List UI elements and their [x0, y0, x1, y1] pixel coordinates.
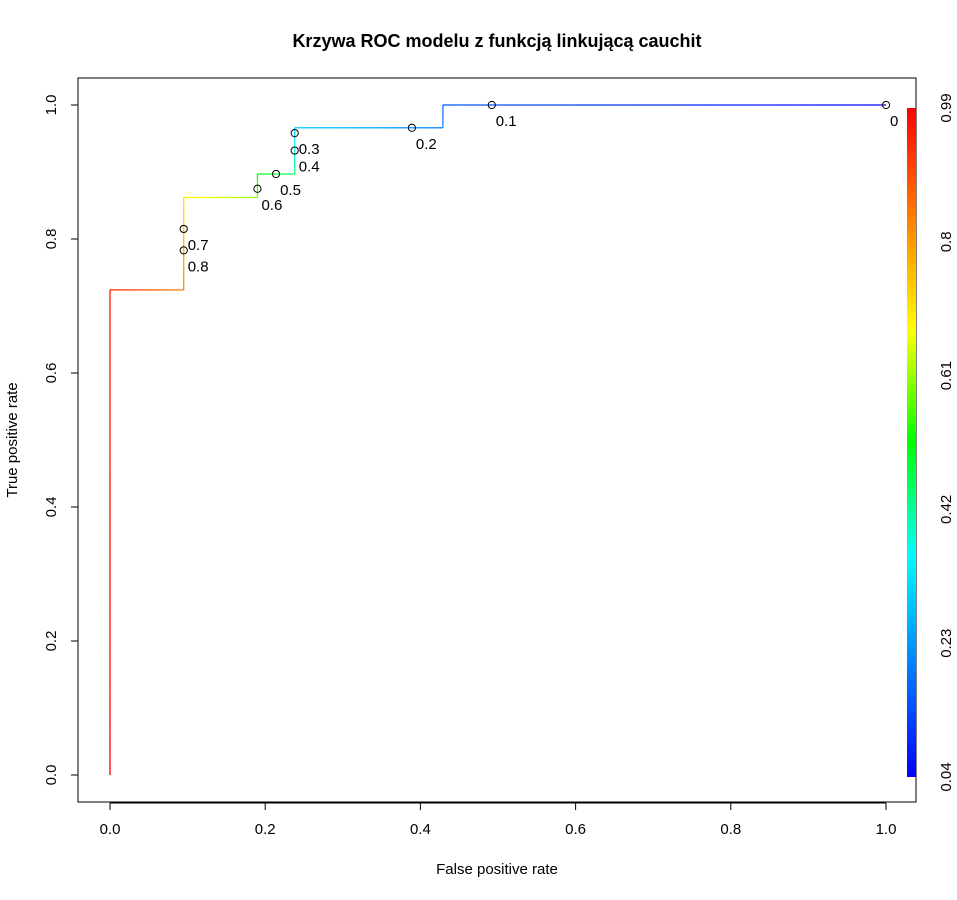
y-tick-label: 1.0 [43, 95, 60, 116]
x-tick-label: 0.6 [565, 821, 586, 838]
y-tick-label: 0.2 [43, 631, 60, 652]
y-tick-label: 0.4 [43, 497, 60, 518]
cutoff-point [407, 123, 416, 132]
x-tick-label: 1.0 [876, 821, 897, 838]
cutoff-points: 0 0.1 0.2 0.30.4 0.50.6 0.7 0.8 [179, 100, 898, 275]
colorbar-tick-label: 0.42 [938, 495, 955, 524]
roc-curve [109, 104, 886, 775]
cutoff-label: 0.3 [299, 141, 320, 158]
cutoff-label: 0.6 [261, 197, 282, 214]
x-tick-label: 0.4 [410, 821, 431, 838]
chart-title: Krzywa ROC modelu z funkcją linkującą ca… [292, 31, 701, 51]
cutoff-label: 0 [890, 113, 898, 130]
cutoff-label: 0.7 [188, 237, 209, 254]
colorbar-tick-label: 0.61 [938, 361, 955, 390]
cutoff-point [487, 100, 496, 110]
x-tick-label: 0.2 [255, 821, 276, 838]
cutoff-point [179, 224, 188, 234]
cutoff-label: 0.2 [416, 136, 437, 153]
cutoff-point [179, 246, 188, 255]
y-axis-label: True positive rate [4, 382, 21, 497]
colorbar: 0.04 0.23 0.42 0.61 0.8 0.99 [907, 93, 955, 792]
y-tick-label: 0.0 [43, 765, 60, 786]
cutoff-label: 0.1 [496, 113, 517, 130]
y-tick-label: 0.6 [43, 363, 60, 384]
cutoff-label: 0.5 [280, 182, 301, 199]
cutoff-label: 0.4 [299, 159, 320, 176]
colorbar-tick-label: 0.8 [938, 231, 955, 252]
y-axis: 0.0 0.2 0.4 0.6 0.8 1.0 [43, 95, 79, 786]
cutoff-point [290, 146, 299, 155]
x-tick-label: 0.8 [720, 821, 741, 838]
plot-frame [77, 77, 917, 803]
x-axis-label: False positive rate [436, 861, 558, 878]
cutoff-label: 0.8 [188, 258, 209, 275]
cutoff-point [253, 184, 262, 193]
colorbar-bar [907, 108, 916, 777]
cutoff-point [881, 100, 891, 110]
colorbar-tick-label: 0.04 [938, 762, 955, 791]
cutoff-point [271, 169, 281, 179]
colorbar-tick-label: 0.23 [938, 629, 955, 658]
cutoff-point [290, 129, 299, 138]
x-tick-label: 0.0 [100, 821, 121, 838]
colorbar-tick-label: 0.99 [938, 93, 955, 122]
x-axis: 0.0 0.2 0.4 0.6 0.8 1.0 [100, 802, 897, 838]
y-tick-label: 0.8 [43, 229, 60, 250]
